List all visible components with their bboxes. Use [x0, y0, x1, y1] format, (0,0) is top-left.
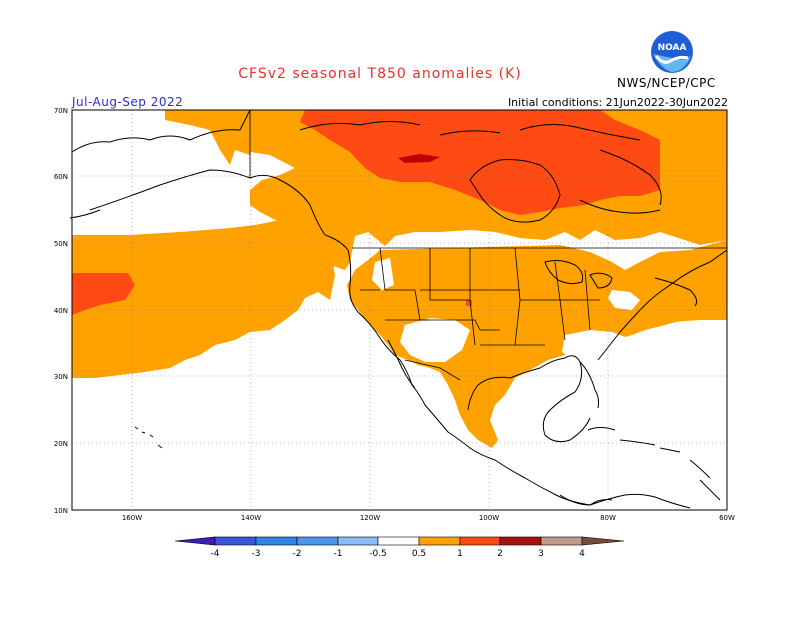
colorbar-label: 1 — [457, 549, 463, 559]
colorbar-label: -0.5 — [369, 549, 387, 559]
political-boundaries — [352, 247, 727, 381]
lat-label: 10N — [54, 507, 68, 515]
colorbar-segment — [540, 536, 583, 546]
colorbar-segment — [296, 536, 339, 546]
colorbar-label: 2 — [497, 549, 503, 559]
colorbar-label: -2 — [293, 549, 302, 559]
lat-label: 50N — [54, 240, 68, 248]
colorbar-segment — [459, 536, 501, 546]
lat-label: 70N — [54, 107, 68, 115]
colorbar-arrow-low — [174, 536, 216, 546]
logo-text: NOAA — [658, 43, 687, 53]
colorbar-label: -4 — [211, 549, 220, 559]
colorbar-segment — [499, 536, 542, 546]
colorbar-label: 0.5 — [412, 549, 426, 559]
lat-label: 60N — [54, 173, 68, 181]
map-title: CFSv2 seasonal T850 anomalies (K) — [238, 66, 522, 82]
initial-conditions-label: Initial conditions: 21Jun2022-30Jun2022 — [507, 96, 728, 109]
anomaly-1-2-region — [72, 110, 660, 315]
lon-label: 140W — [241, 514, 261, 522]
colorbar-segment — [377, 536, 420, 546]
map-frame — [71, 109, 728, 511]
colorbar-segment — [214, 536, 257, 546]
latitude-labels: 70N 60N 50N 40N 30N 20N 10N — [54, 107, 68, 515]
lon-label: 60W — [719, 514, 735, 522]
anomaly-2-3-region — [398, 154, 440, 163]
noaa-logo-icon: NOAA — [651, 31, 693, 73]
lat-label: 30N — [54, 373, 68, 381]
colorbar-segment — [418, 536, 461, 546]
near-normal-regions — [372, 258, 640, 362]
lat-label: 20N — [54, 440, 68, 448]
lon-label: 160W — [122, 514, 142, 522]
lon-label: 80W — [600, 514, 616, 522]
season-label: Jul-Aug-Sep 2022 — [72, 95, 184, 109]
colorbar-segment — [255, 536, 298, 546]
colorbar-label: -3 — [252, 549, 261, 559]
colorbar-label: 3 — [538, 549, 544, 559]
colorbar: -4 -3 -2 -1 -0.5 0.5 1 2 3 4 — [174, 536, 625, 559]
colorbar-label: 4 — [579, 549, 585, 559]
longitude-labels: 160W 140W 120W 100W 80W 60W — [122, 514, 735, 522]
lon-label: 100W — [479, 514, 499, 522]
agency-label: NWS/NCEP/CPC — [617, 76, 716, 90]
colorbar-segment — [337, 536, 379, 546]
colorbar-label: -1 — [334, 549, 343, 559]
lat-label: 40N — [54, 307, 68, 315]
lat-lon-grid — [72, 110, 727, 510]
colorbar-arrow-high — [581, 536, 625, 546]
lon-label: 120W — [360, 514, 380, 522]
